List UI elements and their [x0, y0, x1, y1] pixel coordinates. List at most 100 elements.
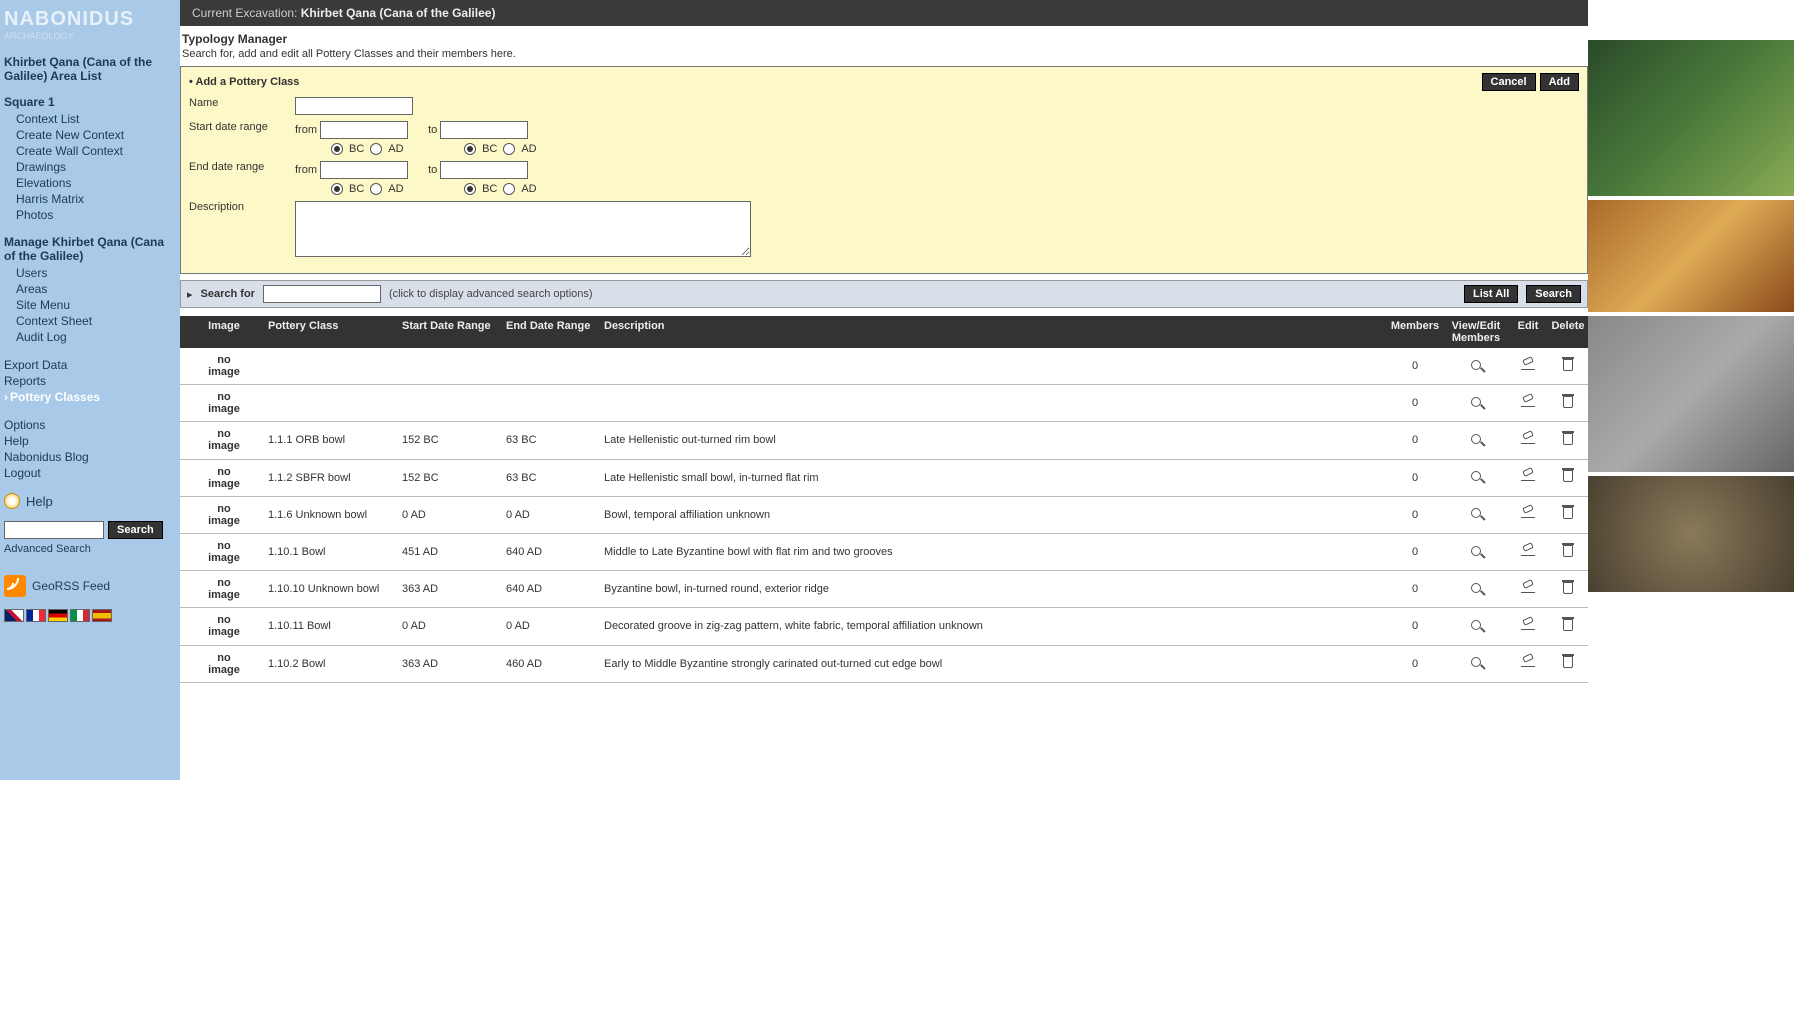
sidebar-item-users[interactable]: Users — [4, 265, 176, 281]
right-image-column — [1588, 0, 1794, 780]
search-hint[interactable]: (click to display advanced search option… — [389, 288, 1456, 300]
delete-icon[interactable] — [1563, 359, 1573, 371]
sidebar-item-help[interactable]: Help — [4, 433, 176, 449]
sidebar-item-logout[interactable]: Logout — [4, 465, 176, 481]
sidebar-item-harris-matrix[interactable]: Harris Matrix — [4, 191, 176, 207]
class-cell: 1.10.10 Unknown bowl — [268, 583, 402, 595]
th-view: View/Edit Members — [1444, 320, 1508, 344]
start-to-bc-radio[interactable] — [464, 143, 476, 155]
edit-icon[interactable] — [1521, 360, 1535, 370]
help-block[interactable]: Help — [4, 493, 176, 509]
flag-uk-icon[interactable] — [4, 609, 24, 622]
sidebar-item-blog[interactable]: Nabonidus Blog — [4, 449, 176, 465]
list-all-button[interactable]: List All — [1464, 285, 1518, 303]
description-input[interactable] — [295, 201, 751, 257]
sidebar-item-drawings[interactable]: Drawings — [4, 159, 176, 175]
end-from-input[interactable] — [320, 161, 408, 179]
sidebar-manage-title[interactable]: Manage Khirbet Qana (Cana of the Galilee… — [4, 235, 176, 263]
view-icon[interactable] — [1471, 657, 1481, 667]
add-button[interactable]: Add — [1540, 73, 1579, 91]
view-icon[interactable] — [1471, 471, 1481, 481]
th-class[interactable]: Pottery Class — [268, 320, 402, 344]
start-from-bc-radio[interactable] — [331, 143, 343, 155]
sidebar-item-create-wall-context[interactable]: Create Wall Context — [4, 143, 176, 159]
no-image-cell: noimage — [180, 614, 268, 638]
thumb-underwater[interactable] — [1588, 40, 1794, 196]
end-to-bc-radio[interactable] — [464, 183, 476, 195]
language-flags — [4, 609, 176, 622]
edit-icon[interactable] — [1521, 546, 1535, 556]
end-from-bc-radio[interactable] — [331, 183, 343, 195]
sidebar-item-options[interactable]: Options — [4, 417, 176, 433]
ad-label: AD — [388, 143, 403, 155]
sidebar-item-elevations[interactable]: Elevations — [4, 175, 176, 191]
delete-icon[interactable] — [1563, 545, 1573, 557]
flag-it-icon[interactable] — [70, 609, 90, 622]
sidebar-item-create-new-context[interactable]: Create New Context — [4, 127, 176, 143]
thumb-coin[interactable] — [1588, 476, 1794, 592]
edit-icon[interactable] — [1521, 508, 1535, 518]
advanced-search-link[interactable]: Advanced Search — [4, 543, 91, 555]
rss-feed-link[interactable]: GeoRSS Feed — [4, 575, 176, 597]
view-icon[interactable] — [1471, 620, 1481, 630]
bc-label-2: BC — [482, 143, 497, 155]
flag-es-icon[interactable] — [92, 609, 112, 622]
delete-icon[interactable] — [1563, 507, 1573, 519]
delete-icon[interactable] — [1563, 619, 1573, 631]
to-label: to — [428, 124, 437, 136]
sidebar-item-areas[interactable]: Areas — [4, 281, 176, 297]
sidebar-area-title[interactable]: Khirbet Qana (Cana of the Galilee) Area … — [4, 55, 176, 83]
delete-icon[interactable] — [1563, 656, 1573, 668]
no-image-cell: noimage — [180, 540, 268, 564]
sidebar-item-reports[interactable]: Reports — [4, 373, 176, 389]
start-to-ad-radio[interactable] — [503, 143, 515, 155]
sidebar-item-context-sheet[interactable]: Context Sheet — [4, 313, 176, 329]
view-icon[interactable] — [1471, 360, 1481, 370]
start-from-ad-radio[interactable] — [370, 143, 382, 155]
sidebar-item-photos[interactable]: Photos — [4, 207, 176, 223]
thumb-excavation[interactable] — [1588, 316, 1794, 472]
delete-icon[interactable] — [1563, 433, 1573, 445]
sidebar-square-title[interactable]: Square 1 — [4, 95, 176, 109]
view-icon[interactable] — [1471, 397, 1481, 407]
edit-icon[interactable] — [1521, 620, 1535, 630]
sidebar-item-pottery-classes[interactable]: Pottery Classes — [4, 389, 176, 405]
cancel-button[interactable]: Cancel — [1482, 73, 1536, 91]
th-members[interactable]: Members — [1386, 320, 1444, 344]
start-to-input[interactable] — [440, 121, 528, 139]
thumb-battle-painting[interactable] — [1588, 200, 1794, 312]
edit-icon[interactable] — [1521, 583, 1535, 593]
flag-de-icon[interactable] — [48, 609, 68, 622]
edit-icon[interactable] — [1521, 657, 1535, 667]
sidebar-search-input[interactable] — [4, 521, 104, 539]
edit-icon[interactable] — [1521, 434, 1535, 444]
delete-icon[interactable] — [1563, 582, 1573, 594]
view-icon[interactable] — [1471, 434, 1481, 444]
th-start[interactable]: Start Date Range — [402, 320, 506, 344]
sidebar-item-export-data[interactable]: Export Data — [4, 357, 176, 373]
sidebar-item-audit-log[interactable]: Audit Log — [4, 329, 176, 345]
delete-icon[interactable] — [1563, 396, 1573, 408]
sidebar-item-site-menu[interactable]: Site Menu — [4, 297, 176, 313]
edit-icon[interactable] — [1521, 397, 1535, 407]
delete-icon[interactable] — [1563, 470, 1573, 482]
edit-icon[interactable] — [1521, 471, 1535, 481]
view-icon[interactable] — [1471, 583, 1481, 593]
expand-icon[interactable] — [187, 288, 193, 301]
bc-label: BC — [349, 143, 364, 155]
th-end[interactable]: End Date Range — [506, 320, 604, 344]
view-icon[interactable] — [1471, 508, 1481, 518]
end-to-input[interactable] — [440, 161, 528, 179]
start-from-input[interactable] — [320, 121, 408, 139]
search-button[interactable]: Search — [1526, 285, 1581, 303]
end-from-ad-radio[interactable] — [370, 183, 382, 195]
flag-fr-icon[interactable] — [26, 609, 46, 622]
sidebar-search-button[interactable]: Search — [108, 521, 163, 539]
view-icon[interactable] — [1471, 546, 1481, 556]
th-desc[interactable]: Description — [604, 320, 1386, 344]
members-cell: 0 — [1386, 509, 1444, 521]
sidebar-item-context-list[interactable]: Context List — [4, 111, 176, 127]
search-input[interactable] — [263, 285, 381, 303]
name-input[interactable] — [295, 97, 413, 115]
end-to-ad-radio[interactable] — [503, 183, 515, 195]
